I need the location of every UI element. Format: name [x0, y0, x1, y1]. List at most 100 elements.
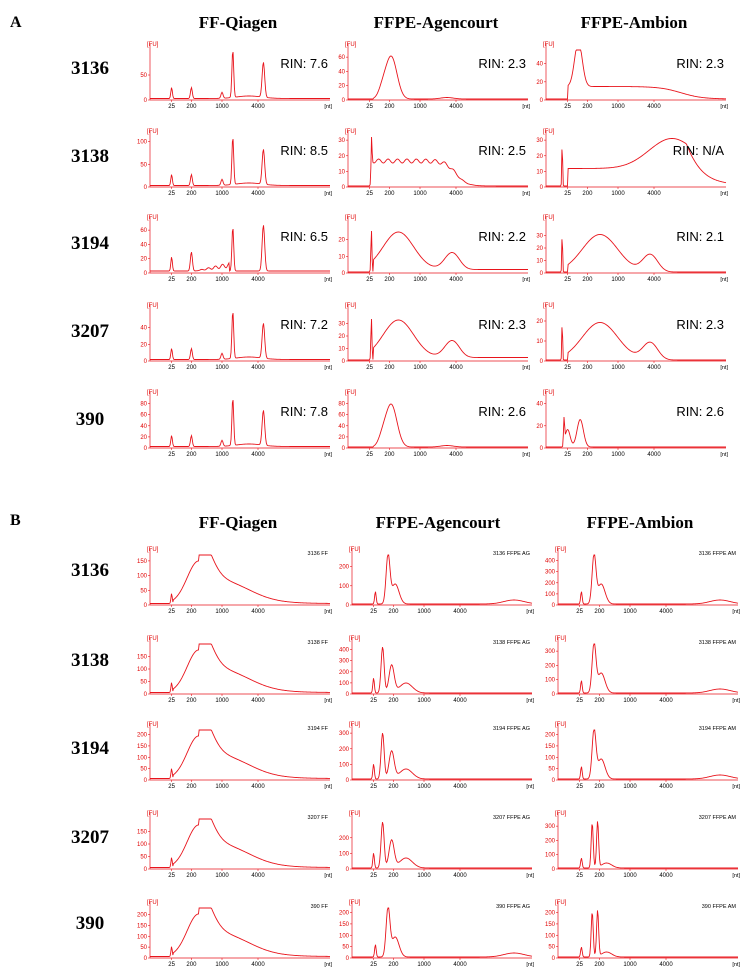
- x-tick-label: 200: [186, 104, 197, 110]
- rin-label: RIN: 2.3: [676, 56, 724, 71]
- trace-line: [558, 554, 739, 605]
- x-axis-label: [nt]: [526, 698, 534, 704]
- electropherogram-b-390-am: [FU] 0 50 100 150 200 25 200 1000 4000 [nt] 390 FFP…: [545, 900, 740, 968]
- x-tick-label: 200: [582, 104, 593, 110]
- y-tick-label: 0: [552, 778, 556, 784]
- y-tick-label: 300: [339, 659, 350, 665]
- x-tick-label: 4000: [659, 609, 673, 615]
- electropherogram-a-3136-ag: [FU] 0 20 40 60 25 200 1000 4000 [nt] RIN: 2.3: [338, 42, 530, 110]
- y-tick-label: 0: [342, 446, 346, 452]
- electropherogram-a-390-ag: [FU] 0 20 40 60 80 25 200 1000 4000 [nt] RIN: 2.6: [338, 390, 530, 458]
- x-tick-label: 25: [168, 277, 175, 283]
- trace-line: [150, 51, 330, 99]
- y-axis-label: [FU]: [345, 215, 357, 221]
- y-tick-label: 0: [342, 271, 346, 277]
- rin-label: RIN: 2.3: [676, 317, 724, 332]
- x-tick-label: 4000: [449, 452, 463, 458]
- y-tick-label: 0: [144, 98, 148, 104]
- x-tick-label: 1000: [417, 873, 431, 879]
- electropherogram-a-3138-am: [FU] 0 10 20 30 25 200 1000 4000 [nt] RIN: N/A: [536, 129, 728, 197]
- sample-name-label: 3136 FF: [308, 551, 329, 557]
- rin-label: RIN: 7.2: [280, 317, 328, 332]
- y-tick-label: 300: [339, 731, 350, 737]
- x-tick-label: 25: [564, 452, 571, 458]
- y-axis-label: [FU]: [147, 42, 159, 48]
- y-tick-label: 0: [342, 359, 346, 365]
- x-tick-label: 1000: [623, 698, 637, 704]
- row-label-390-b: 390: [75, 913, 105, 934]
- y-tick-label: 200: [545, 911, 556, 917]
- y-tick-label: 20: [338, 334, 345, 340]
- y-tick-label: 40: [338, 69, 345, 75]
- sample-name-label: 3138 FFPE AG: [493, 640, 530, 646]
- x-tick-label: 25: [564, 104, 571, 110]
- y-tick-label: 300: [545, 570, 556, 576]
- row-label-3207: 3207: [71, 321, 109, 342]
- y-tick-label: 0: [144, 956, 148, 962]
- rin-label: RIN: 2.5: [478, 143, 526, 158]
- y-tick-label: 0: [346, 692, 350, 698]
- y-tick-label: 50: [548, 945, 555, 951]
- y-tick-label: 100: [545, 678, 556, 684]
- electropherogram-a-3207-ff: [FU] 0 20 40 25 200 1000 4000 [nt] RIN: 7.2: [140, 303, 332, 371]
- trace-line: [150, 818, 330, 868]
- x-tick-label: 200: [594, 784, 605, 790]
- y-tick-label: 50: [140, 945, 147, 951]
- x-axis-label: [nt]: [324, 191, 332, 197]
- rin-label: RIN: 2.2: [478, 229, 526, 244]
- trace-line: [558, 910, 738, 958]
- y-tick-label: 0: [346, 867, 350, 873]
- y-tick-label: 150: [545, 922, 556, 928]
- rin-label: RIN: 2.1: [676, 229, 724, 244]
- y-tick-label: 0: [144, 185, 148, 191]
- y-tick-label: 10: [338, 254, 345, 260]
- electropherogram-a-3136-ff: [FU] 0 50 25 200 1000 4000 [nt] RIN: 7.6: [140, 42, 332, 110]
- y-tick-label: 0: [144, 359, 148, 365]
- electropherogram-b-3194-ff: [FU] 0 50 100 150 200 25 200 1000 4000 [nt] 3194 FF: [137, 722, 332, 790]
- x-tick-label: 1000: [413, 104, 427, 110]
- trace-line: [546, 234, 726, 273]
- y-axis-label: [FU]: [147, 129, 159, 135]
- trace-line: [352, 733, 532, 780]
- electropherogram-a-3207-am: [FU] 0 10 20 25 200 1000 4000 [nt] RIN: 2.3: [536, 303, 728, 371]
- rin-label: RIN: 2.6: [478, 404, 526, 419]
- x-tick-label: 1000: [611, 452, 625, 458]
- rin-label: RIN: 7.6: [280, 56, 328, 71]
- sample-name-label: 3207 FF: [308, 815, 329, 821]
- x-tick-label: 4000: [251, 784, 265, 790]
- y-tick-label: 0: [346, 603, 350, 609]
- x-tick-label: 1000: [215, 784, 229, 790]
- x-tick-label: 1000: [623, 962, 637, 968]
- x-tick-label: 25: [564, 365, 571, 371]
- x-tick-label: 4000: [453, 962, 467, 968]
- trace-line: [546, 49, 727, 100]
- x-tick-label: 4000: [647, 104, 661, 110]
- y-axis-label: [FU]: [345, 303, 357, 309]
- x-tick-label: 200: [384, 191, 395, 197]
- x-tick-label: 200: [388, 784, 399, 790]
- y-tick-label: 10: [536, 169, 543, 175]
- sample-name-label: 3138 FF: [308, 640, 329, 646]
- trace-line: [348, 55, 528, 100]
- x-axis-label: [nt]: [324, 609, 332, 615]
- y-tick-label: 10: [338, 169, 345, 175]
- x-tick-label: 1000: [623, 784, 637, 790]
- y-axis-label: [FU]: [555, 900, 567, 906]
- x-tick-label: 1000: [215, 365, 229, 371]
- y-tick-label: 150: [137, 744, 148, 750]
- x-tick-label: 200: [388, 698, 399, 704]
- column-header-ffpe-agencourt: FFPE-Agencourt: [373, 13, 499, 32]
- y-tick-label: 100: [137, 934, 148, 940]
- y-axis-label: [FU]: [555, 722, 567, 728]
- row-label-3136-b: 3136: [71, 560, 109, 581]
- y-tick-label: 20: [338, 435, 345, 441]
- trace-line: [352, 822, 532, 869]
- y-tick-label: 200: [545, 581, 556, 587]
- x-tick-label: 200: [186, 452, 197, 458]
- x-tick-label: 25: [366, 104, 373, 110]
- x-axis-label: [nt]: [522, 452, 530, 458]
- x-tick-label: 25: [370, 962, 377, 968]
- y-tick-label: 20: [140, 257, 147, 263]
- sample-name-label: 3194 FFPE AG: [493, 726, 530, 732]
- x-axis-label: [nt]: [522, 277, 530, 283]
